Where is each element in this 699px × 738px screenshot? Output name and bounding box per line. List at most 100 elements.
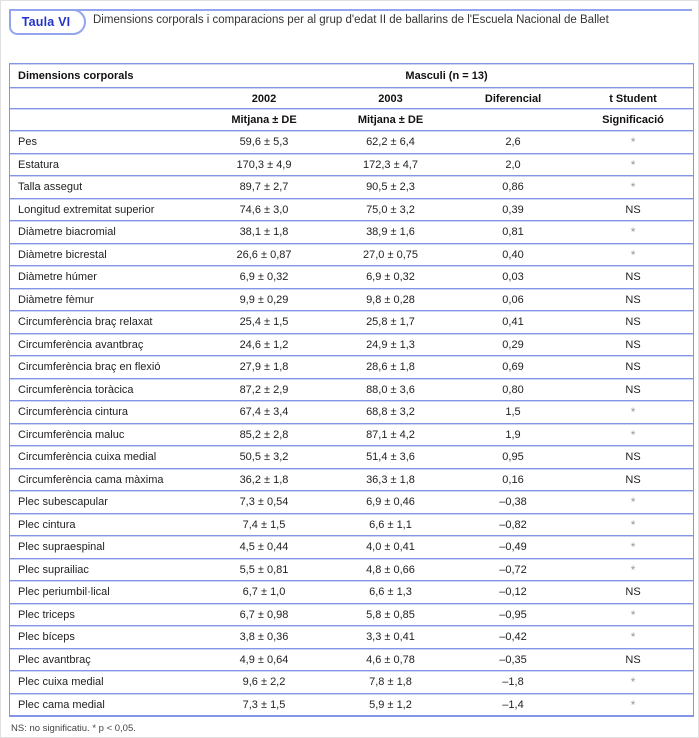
table-row: Circumferència braç en flexió 27,9 ± 1,8 2… — [10, 356, 694, 379]
empty-cell — [453, 109, 573, 131]
value-significacio: * — [573, 401, 694, 424]
value-2003: 3,3 ± 0,41 — [328, 626, 453, 649]
value-significacio: * — [573, 243, 694, 266]
table-row: Pes 59,6 ± 5,3 62,2 ± 6,4 2,6 * — [10, 131, 694, 154]
table-head: Dimensions corporals Masculi (n = 13) 20… — [10, 64, 694, 131]
empty-cell — [10, 88, 200, 109]
value-significacio: * — [573, 131, 694, 154]
table-row: Diàmetre biacromial 38,1 ± 1,8 38,9 ± 1,6 0… — [10, 221, 694, 244]
value-2003: 6,6 ± 1,3 — [328, 581, 453, 604]
row-label: Plec periumbil·lical — [10, 581, 200, 604]
value-significacio: * — [573, 671, 694, 694]
value-2003: 38,9 ± 1,6 — [328, 221, 453, 244]
table-tag-pill: Taula VI — [9, 9, 86, 35]
value-diferencial: –0,35 — [453, 648, 573, 671]
table-row: Circumferència braç relaxat 25,4 ± 1,5 25,… — [10, 311, 694, 334]
value-2003: 24,9 ± 1,3 — [328, 333, 453, 356]
row-label: Estatura — [10, 153, 200, 176]
table-row: Plec triceps 6,7 ± 0,98 5,8 ± 0,85 –0,95 * — [10, 603, 694, 626]
value-2003: 9,8 ± 0,28 — [328, 288, 453, 311]
value-significacio: NS — [573, 266, 694, 289]
value-diferencial: 0,40 — [453, 243, 573, 266]
value-significacio: NS — [573, 356, 694, 379]
row-label: Diàmetre fèmur — [10, 288, 200, 311]
row-label: Circumferència cama màxima — [10, 468, 200, 491]
value-diferencial: 1,9 — [453, 423, 573, 446]
value-diferencial: 0,95 — [453, 446, 573, 469]
subheader-significacio: Significació — [573, 109, 694, 131]
value-2002: 36,2 ± 1,8 — [200, 468, 328, 491]
value-diferencial: 2,0 — [453, 153, 573, 176]
table-row: Longitud extremitat superior 74,6 ± 3,0 75… — [10, 198, 694, 221]
value-2002: 4,9 ± 0,64 — [200, 648, 328, 671]
row-label: Circumferència maluc — [10, 423, 200, 446]
row-label: Plec triceps — [10, 603, 200, 626]
value-diferencial: –0,72 — [453, 558, 573, 581]
table-row: Plec supraespinal 4,5 ± 0,44 4,0 ± 0,41 –0,… — [10, 536, 694, 559]
value-2002: 6,7 ± 1,0 — [200, 581, 328, 604]
value-diferencial: 0,80 — [453, 378, 573, 401]
row-label: Plec suprailiac — [10, 558, 200, 581]
value-2002: 26,6 ± 0,87 — [200, 243, 328, 266]
value-diferencial: 0,39 — [453, 198, 573, 221]
value-significacio: * — [573, 536, 694, 559]
value-diferencial: 0,86 — [453, 176, 573, 199]
value-significacio: * — [573, 693, 694, 716]
value-2003: 36,3 ± 1,8 — [328, 468, 453, 491]
value-2003: 7,8 ± 1,8 — [328, 671, 453, 694]
value-2002: 4,5 ± 0,44 — [200, 536, 328, 559]
value-2003: 62,2 ± 6,4 — [328, 131, 453, 154]
row-label: Plec cuixa medial — [10, 671, 200, 694]
value-2002: 87,2 ± 2,9 — [200, 378, 328, 401]
value-2003: 5,9 ± 1,2 — [328, 693, 453, 716]
table-row: Plec bíceps 3,8 ± 0,36 3,3 ± 0,41 –0,42 * — [10, 626, 694, 649]
value-diferencial: 0,06 — [453, 288, 573, 311]
value-2003: 88,0 ± 3,6 — [328, 378, 453, 401]
table-row: Plec avantbraç 4,9 ± 0,64 4,6 ± 0,78 –0,35 N… — [10, 648, 694, 671]
table-title: Dimensions corporals i comparacions per … — [93, 14, 609, 26]
value-2002: 7,3 ± 1,5 — [200, 693, 328, 716]
value-diferencial: –1,4 — [453, 693, 573, 716]
dimensions-table: Dimensions corporals Masculi (n = 13) 20… — [9, 63, 695, 717]
table-row: Circumferència cintura 67,4 ± 3,4 68,8 ± 3… — [10, 401, 694, 424]
row-label: Diàmetre bicrestal — [10, 243, 200, 266]
value-2003: 75,0 ± 3,2 — [328, 198, 453, 221]
subheader-mitjana-2002: Mitjana ± DE — [200, 109, 328, 131]
value-2003: 90,5 ± 2,3 — [328, 176, 453, 199]
value-significacio: * — [573, 603, 694, 626]
empty-cell — [10, 109, 200, 131]
value-2003: 6,9 ± 0,46 — [328, 491, 453, 514]
row-label: Circumferència braç relaxat — [10, 311, 200, 334]
value-diferencial: –0,82 — [453, 513, 573, 536]
value-2002: 59,6 ± 5,3 — [200, 131, 328, 154]
col1-header: Dimensions corporals — [10, 64, 200, 88]
row-label: Circumferència braç en flexió — [10, 356, 200, 379]
value-significacio: * — [573, 176, 694, 199]
footnote: NS: no significatiu. * p < 0,05. — [11, 723, 136, 734]
table-row: Plec cuixa medial 9,6 ± 2,2 7,8 ± 1,8 –1,8 * — [10, 671, 694, 694]
col-header-diferencial: Diferencial — [453, 88, 573, 109]
table-row: Diàmetre bicrestal 26,6 ± 0,87 27,0 ± 0,75… — [10, 243, 694, 266]
value-significacio: * — [573, 221, 694, 244]
value-significacio: NS — [573, 333, 694, 356]
subheader-mitjana-2003: Mitjana ± DE — [328, 109, 453, 131]
value-2002: 5,5 ± 0,81 — [200, 558, 328, 581]
value-significacio: NS — [573, 468, 694, 491]
value-significacio: NS — [573, 311, 694, 334]
row-label: Circumferència cuixa medial — [10, 446, 200, 469]
col-header-2002: 2002 — [200, 88, 328, 109]
value-2003: 68,8 ± 3,2 — [328, 401, 453, 424]
value-2002: 50,5 ± 3,2 — [200, 446, 328, 469]
value-2003: 51,4 ± 3,6 — [328, 446, 453, 469]
table-tag-label: Taula VI — [21, 15, 71, 29]
value-significacio: NS — [573, 648, 694, 671]
value-significacio: * — [573, 558, 694, 581]
value-2003: 4,0 ± 0,41 — [328, 536, 453, 559]
value-significacio: NS — [573, 446, 694, 469]
row-label: Diàmetre biacromial — [10, 221, 200, 244]
value-2003: 4,6 ± 0,78 — [328, 648, 453, 671]
value-2003: 4,8 ± 0,66 — [328, 558, 453, 581]
header-row-group: Dimensions corporals Masculi (n = 13) — [10, 64, 694, 88]
value-diferencial: –0,12 — [453, 581, 573, 604]
row-label: Plec cintura — [10, 513, 200, 536]
